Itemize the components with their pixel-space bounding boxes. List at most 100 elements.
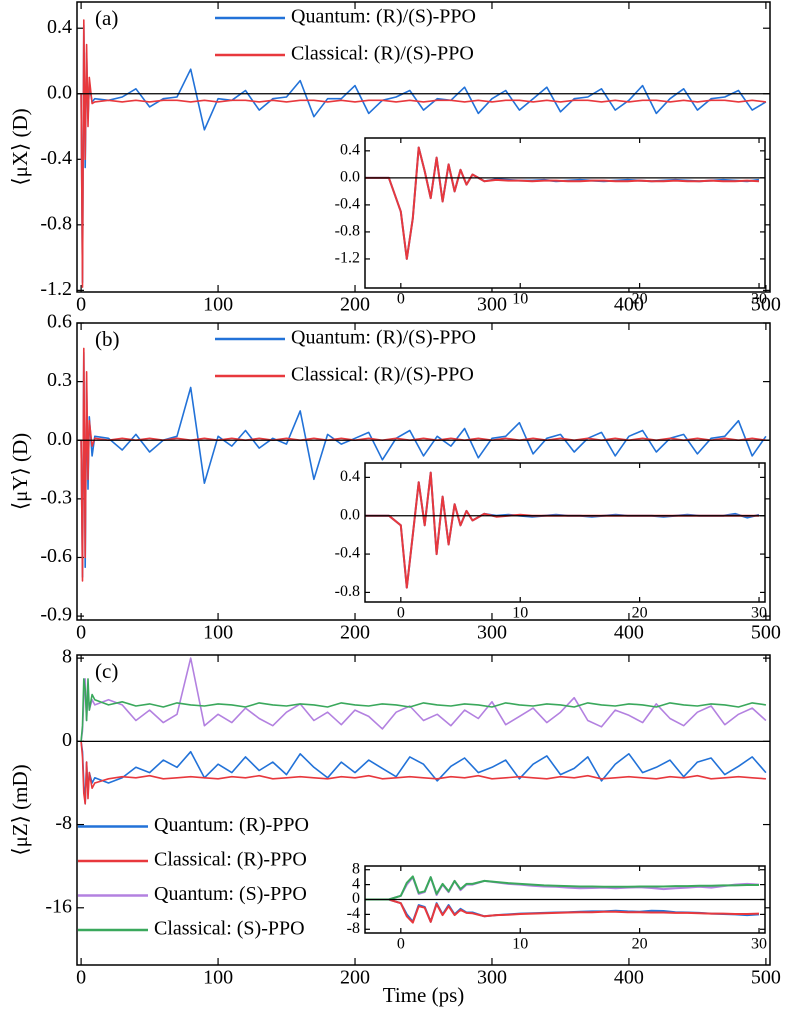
x-tick-label: 10 [512, 605, 528, 622]
frame [76, 654, 771, 966]
y-axis-label: ⟨μX⟩ (D) [8, 108, 32, 185]
x-tick-label: 400 [614, 622, 644, 644]
series-group [80, 19, 767, 288]
x-tick-label: 100 [203, 622, 233, 644]
x-tick-label: 300 [477, 967, 507, 989]
y-tick-label: 0.0 [340, 169, 360, 186]
x-tick-label: 200 [340, 622, 370, 644]
x-tick-label: 0 [76, 967, 86, 989]
x-tick-label: 0 [397, 936, 405, 953]
inset-background [365, 463, 765, 602]
series-line [80, 24, 767, 283]
y-tick-label: -4 [347, 905, 360, 922]
series-line [365, 875, 759, 901]
x-tick-label: 100 [203, 967, 233, 989]
y-tick-label: 4 [352, 875, 360, 892]
series-line [365, 898, 760, 924]
x-axis-label: Time (ps) [383, 983, 465, 1007]
frame [364, 865, 766, 934]
x-tick-label: 30 [751, 291, 767, 308]
series-group [80, 347, 767, 582]
y-axis-label: ⟨μY⟩ (D) [8, 433, 32, 510]
series-line [80, 678, 767, 742]
x-tick-label: 0 [76, 622, 86, 644]
series-group [365, 875, 760, 924]
frame [364, 462, 766, 603]
y-tick-label: 0.4 [47, 16, 72, 38]
x-tick-label: 200 [340, 294, 370, 316]
y-tick-label: -0.8 [40, 212, 72, 234]
y-tick-label: 8 [62, 646, 72, 668]
legend-label: Quantum: (R)/(S)-PPO [291, 327, 476, 349]
y-tick-label: 0.0 [47, 428, 72, 450]
panel-label: (a) [95, 6, 118, 30]
x-tick-label: 20 [632, 291, 648, 308]
series-line [80, 657, 767, 742]
inset-background [365, 138, 765, 288]
x-tick-label: 300 [477, 294, 507, 316]
series-line [80, 741, 766, 805]
x-tick-label: 500 [751, 294, 781, 316]
y-tick-label: -0.8 [335, 583, 360, 600]
x-tick-label: 10 [512, 291, 528, 308]
panel-label: (c) [95, 659, 118, 683]
x-tick-label: 0 [397, 605, 405, 622]
x-tick-label: 100 [203, 294, 233, 316]
legend-label: Classical: (R)/(S)-PPO [291, 364, 474, 386]
frame [76, 1, 771, 293]
series-line [80, 347, 767, 582]
y-tick-label: 0.0 [340, 506, 360, 523]
legend-label: Classical: (R)/(S)-PPO [291, 43, 474, 65]
series-line [365, 146, 760, 260]
inset: 0 10 20 30 0.4 0.0 -0.4 -0.8 [335, 462, 767, 622]
panel: 0 100 200 300 400 5000.60.30.0-0.3-0.6-0.9(b)… [8, 311, 781, 644]
y-tick-label: -16 [45, 895, 72, 917]
y-tick-label: -0.4 [40, 147, 72, 169]
series-group [365, 146, 760, 260]
x-tick-label: 30 [751, 605, 767, 622]
y-tick-label: -8 [55, 812, 72, 834]
panel: 0 100 200 300 400 5000.40.0-0.4-0.8-1.2(a)⟨μX… [8, 1, 781, 316]
panel-label: (b) [95, 327, 120, 351]
series-group [80, 657, 767, 805]
x-tick-label: 400 [614, 967, 644, 989]
series-line [80, 741, 767, 805]
x-tick-label: 10 [512, 936, 528, 953]
y-tick-label: -0.3 [40, 486, 72, 508]
y-tick-label: 0.4 [340, 142, 360, 159]
y-tick-label: 0.4 [340, 468, 360, 485]
x-tick-label: 400 [614, 294, 644, 316]
x-tick-label: 500 [751, 967, 781, 989]
x-tick-label: 30 [751, 936, 767, 953]
legend-label: Quantum: (R)-PPO [154, 814, 309, 836]
y-tick-label: -0.4 [335, 545, 360, 562]
x-tick-label: 200 [340, 967, 370, 989]
y-tick-label: -1.2 [335, 250, 360, 267]
legend-label: Classical: (S)-PPO [154, 918, 305, 940]
y-tick-label: -0.4 [335, 196, 360, 213]
y-tick-label: -0.9 [40, 604, 72, 626]
y-axis-label: ⟨μZ⟩ (mD) [8, 764, 32, 855]
x-tick-label: 0 [76, 294, 86, 316]
x-tick-label: 20 [632, 605, 648, 622]
frame [76, 322, 771, 621]
y-tick-label: -0.8 [335, 223, 360, 240]
frame [364, 137, 766, 289]
inset: 0 10 20 30 0.4 0.0 -0.4 -0.8 -1.2 [335, 137, 767, 308]
series-line [80, 19, 766, 288]
y-tick-label: 0.6 [47, 311, 72, 333]
y-tick-label: -8 [347, 920, 360, 937]
y-tick-label: -1.2 [40, 278, 72, 300]
y-tick-label: -0.6 [40, 545, 72, 567]
y-tick-label: 0 [62, 729, 72, 751]
x-tick-label: 500 [751, 622, 781, 644]
y-tick-label: 0 [352, 890, 360, 907]
legend-label: Classical: (R)-PPO [154, 849, 307, 871]
x-tick-label: 20 [632, 936, 648, 953]
x-tick-label: 300 [477, 622, 507, 644]
y-tick-label: 0.3 [47, 369, 72, 391]
x-tick-label: 0 [397, 291, 405, 308]
